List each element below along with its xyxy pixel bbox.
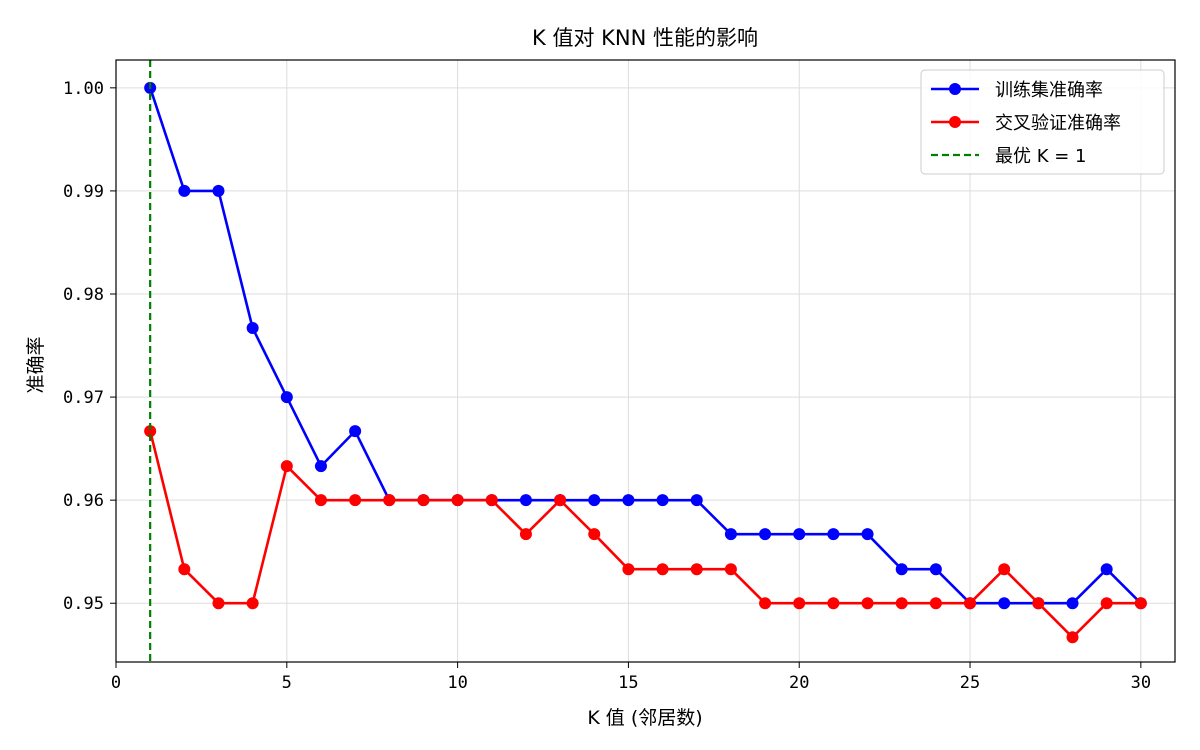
x-tick-label: 25 [960, 673, 980, 693]
grid-lines [115, 60, 1175, 662]
legend-label: 交叉验证准确率 [995, 113, 1121, 134]
data-point [622, 563, 635, 576]
data-point [895, 597, 908, 610]
data-point [1066, 597, 1079, 610]
data-point [998, 563, 1011, 576]
data-point [246, 597, 259, 610]
data-point [929, 597, 942, 610]
legend-marker [949, 83, 961, 95]
x-tick-label: 30 [1131, 673, 1151, 693]
x-tick-label: 20 [789, 673, 809, 693]
data-point [417, 494, 430, 507]
data-point [861, 528, 874, 541]
legend-box [920, 69, 1165, 175]
data-point [519, 494, 532, 507]
data-point [724, 528, 737, 541]
data-point [622, 494, 635, 507]
data-point [793, 528, 806, 541]
data-point [314, 494, 327, 507]
data-point [314, 460, 327, 473]
data-point [1134, 597, 1147, 610]
data-point [519, 528, 532, 541]
y-tick-label: 0.99 [63, 182, 104, 202]
data-point [349, 425, 362, 438]
y-tick-label: 0.96 [63, 491, 104, 511]
data-point [998, 597, 1011, 610]
data-point [690, 563, 703, 576]
data-point [280, 460, 293, 473]
data-point [861, 597, 874, 610]
y-tick-label: 0.95 [63, 594, 104, 614]
data-point [759, 597, 772, 610]
series-line [148, 430, 1141, 639]
data-point [178, 184, 191, 197]
data-point [724, 563, 737, 576]
data-point [656, 494, 669, 507]
data-point [827, 597, 840, 610]
data-point [178, 563, 191, 576]
plot-frame [115, 59, 1176, 663]
y-tick-label: 1.00 [63, 79, 104, 99]
data-point [588, 494, 601, 507]
data-point [964, 597, 977, 610]
data-point [1100, 597, 1113, 610]
y-tick-label: 0.98 [63, 285, 104, 305]
chart-title: K 值对 KNN 性能的影响 [532, 26, 758, 50]
data-point [485, 494, 498, 507]
data-point [554, 494, 567, 507]
data-point [451, 494, 464, 507]
data-point [349, 494, 362, 507]
data-point [280, 391, 293, 404]
x-tick-label: 15 [618, 673, 638, 693]
y-tick-label: 0.97 [63, 388, 104, 408]
data-point [212, 184, 225, 197]
data-point [588, 528, 601, 541]
x-tick-label: 10 [447, 673, 467, 693]
data-point [827, 528, 840, 541]
x-tick-label: 0 [111, 673, 121, 693]
x-axis-label: K 值 (邻居数) [587, 707, 702, 729]
data-point [1100, 563, 1113, 576]
data-point [656, 563, 669, 576]
data-point [793, 597, 806, 610]
data-point [383, 494, 396, 507]
data-point [1066, 631, 1079, 644]
legend-marker [949, 116, 961, 128]
legend-label: 训练集准确率 [995, 80, 1103, 101]
data-point [895, 563, 908, 576]
y-axis-ticks: 0.95 0.96 0.97 0.98 0.99 1.00 [63, 79, 116, 614]
legend-label: 最优 K = 1 [995, 146, 1087, 167]
data-point [144, 425, 157, 438]
x-axis-ticks: 0 5 10 15 20 25 30 [111, 662, 1151, 693]
data-point [759, 528, 772, 541]
data-point [690, 494, 703, 507]
data-point [246, 322, 259, 335]
series-group [144, 60, 1147, 662]
x-tick-label: 5 [282, 673, 292, 693]
data-point [929, 563, 942, 576]
data-point [1032, 597, 1045, 610]
data-point [212, 597, 225, 610]
y-axis-label: 准确率 [25, 336, 47, 393]
